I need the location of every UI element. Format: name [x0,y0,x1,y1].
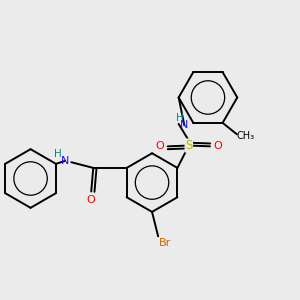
Text: O: O [86,196,95,206]
Text: S: S [185,139,193,152]
Text: Br: Br [159,238,172,248]
Text: O: O [214,141,223,151]
Text: N: N [61,156,69,166]
Text: N: N [180,120,188,130]
Text: O: O [155,141,164,151]
Text: CH₃: CH₃ [237,131,255,141]
Text: H: H [54,149,62,159]
Text: H: H [176,113,184,123]
